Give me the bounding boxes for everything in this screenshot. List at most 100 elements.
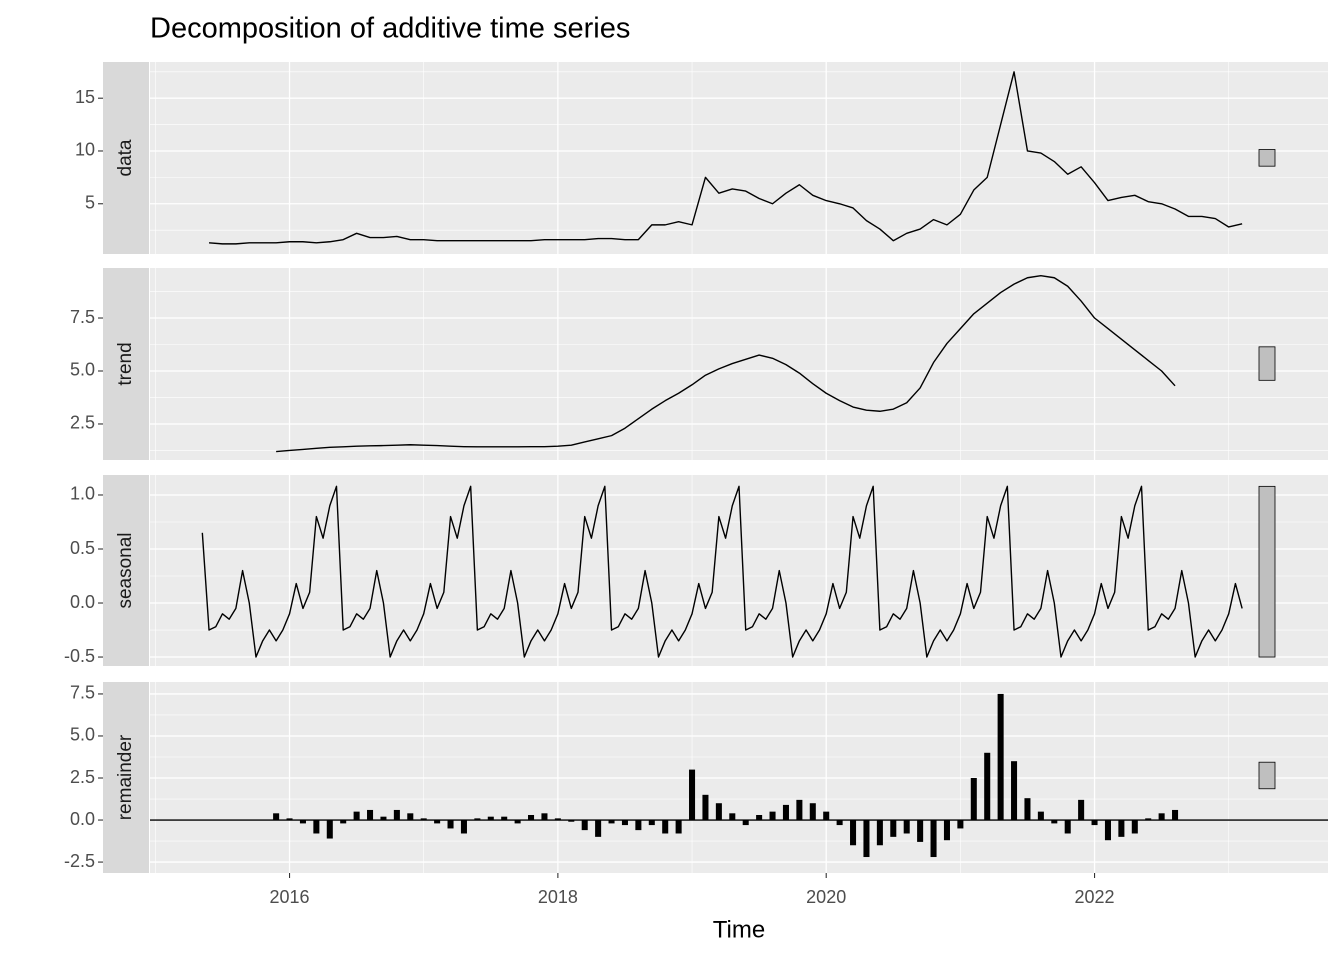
bar [782,804,789,821]
bar [393,809,400,821]
range-bar [1258,485,1276,658]
bar [1037,811,1044,821]
bar [662,820,669,834]
bar [809,803,816,821]
bar [796,799,803,821]
bar [353,811,360,821]
x-tick-label: 2022 [1075,887,1115,907]
bar [1011,761,1018,821]
y-tick-label: 0.0 [70,592,95,612]
bar [487,816,494,821]
bar [340,820,347,824]
bar [528,814,535,821]
y-tick-label: -2.5 [64,851,95,871]
bar [554,818,561,821]
strip [103,682,149,873]
strip-label: data [115,139,136,176]
bar [903,820,910,834]
y-tick-label: 0.5 [70,538,95,558]
bar [434,820,441,824]
bar [541,813,548,821]
bar [970,778,977,821]
x-tick-label: 2018 [538,887,578,907]
y-tick-label: 5 [85,193,95,213]
bar [474,818,481,821]
bar [407,813,414,821]
y-tick-label: 15 [75,87,95,107]
bar [957,820,964,829]
bar [702,794,709,821]
bar [1051,820,1058,824]
bar [514,820,521,824]
bar [756,814,763,821]
chart-title: Decomposition of additive time series [150,13,630,45]
bar [863,820,870,858]
bar [648,820,655,826]
bar [715,803,722,821]
strip [103,475,149,666]
bar [1131,820,1138,834]
y-tick-label: 10 [75,140,95,160]
range-bar [1258,761,1276,790]
bar [501,816,508,821]
bar [823,811,830,821]
data-line [276,274,1176,453]
bar [621,820,628,826]
bar [367,809,374,821]
bar [1078,799,1085,821]
y-tick-label: 0.0 [70,809,95,829]
bar [581,820,588,831]
y-tick-label: 7.5 [70,683,95,703]
y-tick-label: 5.0 [70,725,95,745]
y-tick-label: 2.5 [70,767,95,787]
data-line [208,71,1243,245]
y-tick-label: 7.5 [70,307,95,327]
bar [1145,818,1152,821]
bar [675,820,682,834]
bar [420,818,427,821]
bar [850,820,857,846]
bar [595,820,602,837]
range-bar [1258,346,1276,381]
bar [286,818,293,821]
bar [447,820,454,829]
bar [769,811,776,821]
strip-label: remainder [115,734,136,820]
data-line [201,485,1243,658]
strip-label: trend [115,342,136,385]
bar [930,820,937,858]
panel-background [150,268,1328,460]
bar [984,752,991,821]
bar [1091,820,1098,826]
bar [326,820,333,839]
bar [836,820,843,826]
y-tick-label: 1.0 [70,484,95,504]
bar [1104,820,1111,841]
bar [729,813,736,821]
y-tick-label: 5.0 [70,360,95,380]
bar [273,813,280,821]
bar [635,820,642,831]
bar [997,693,1004,821]
bar [689,769,696,821]
bar [890,820,897,837]
bar [1064,820,1071,834]
bar [1118,820,1125,837]
bar [380,816,387,821]
strip [103,268,149,460]
bar [876,820,883,846]
bar [460,820,467,834]
bar [313,820,320,834]
bar [568,820,575,822]
bar [742,820,749,826]
bar [1172,809,1179,821]
panel-background [150,475,1328,666]
y-tick-label: 2.5 [70,413,95,433]
strip-label: seasonal [115,532,136,608]
x-axis-title: Time [713,916,765,943]
x-tick-label: 2016 [270,887,310,907]
strip [103,62,149,254]
y-tick-label: -0.5 [64,646,95,666]
bar [1158,813,1165,821]
